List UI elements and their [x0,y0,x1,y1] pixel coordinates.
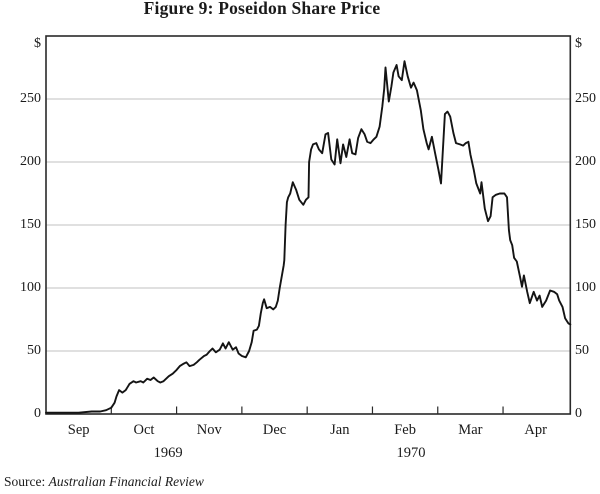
y-axis-label-right: 100 [575,280,596,295]
x-axis-month-label: Jan [330,422,350,438]
y-axis-label-left: 0 [34,406,41,421]
x-axis-month-label: Feb [394,422,416,438]
y-axis-label-left: 250 [20,91,41,106]
x-axis-month-label: Oct [133,422,155,438]
y-axis-label-right: 250 [575,91,596,106]
source-text: Australian Financial Review [48,474,204,489]
source-note: Source: Australian Financial Review [4,474,204,490]
price-line [45,60,572,414]
y-axis-unit-right: $ [575,36,582,51]
x-axis-year-label: 1970 [396,445,426,461]
chart-title: Figure 9: Poseidon Share Price [143,0,381,18]
y-axis-label-right: 150 [575,217,596,232]
y-axis-label-right: 50 [575,343,589,358]
x-axis-month-label: Mar [458,422,483,438]
y-axis-label-left: 50 [27,343,41,358]
source-label: Source: [4,474,46,489]
y-axis-label-left: 100 [20,280,41,295]
x-axis-month-label: Nov [196,422,222,438]
x-axis-month-label: Apr [524,422,547,438]
y-axis-label-left: 200 [20,154,41,169]
x-axis-year-label: 1969 [153,445,183,461]
x-axis-month-label: Sep [67,422,90,438]
y-axis-label-right: 0 [575,406,582,421]
plot-frame [45,35,572,415]
y-axis-unit-left: $ [34,36,41,51]
y-axis-label-left: 150 [20,217,41,232]
x-axis-month-label: Dec [262,422,287,438]
y-axis-label-right: 200 [575,154,596,169]
